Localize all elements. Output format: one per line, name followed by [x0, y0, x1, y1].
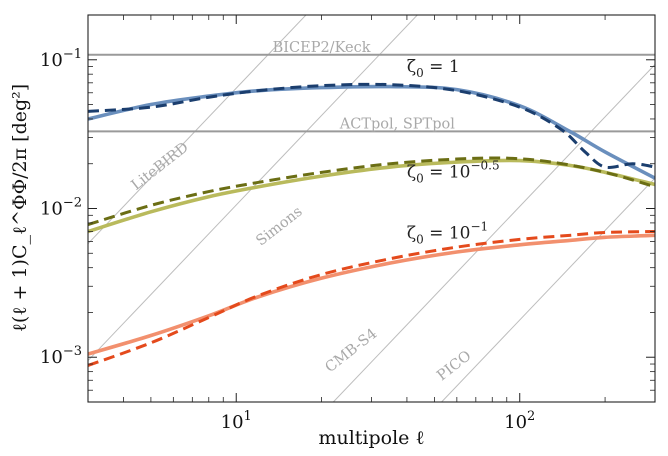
series-0-1-dashed — [88, 82, 655, 169]
experiment-label-actpol-sptpol: ACTpol, SPTpol — [339, 117, 455, 133]
series-0-10-0-5-solid — [88, 158, 655, 234]
diagonal-line-cmb-s4 — [332, 63, 655, 402]
spectrum-curves — [88, 82, 655, 367]
series-0-10-1-dashed — [88, 230, 655, 367]
experiment-label-pico: PICO — [434, 348, 474, 384]
series-0-10-0-5-dashed — [88, 156, 655, 226]
experiment-label-litebird: LiteBIRD — [129, 140, 192, 194]
x-tick-label: 102 — [504, 409, 535, 433]
experiment-sensitivity-lines — [88, 15, 655, 402]
experiment-labels: BICEP2/Keck ACTpol, SPTpol LiteBIRD Simons C… — [129, 40, 475, 384]
x-tick-label: 101 — [221, 409, 252, 433]
curve-labels: ζ0 = 1 ζ0 = 10−0.5 ζ0 = 10−1 — [407, 57, 500, 247]
experiment-label-cmb-s4: CMB-S4 — [322, 326, 380, 376]
diagonal-line-litebird — [88, 15, 307, 245]
diagonal-line-pico — [441, 177, 655, 402]
x-axis-label: multipole ℓ — [318, 427, 424, 449]
series-0-10-1-solid — [88, 233, 655, 356]
experiment-label-simons: Simons — [253, 204, 305, 250]
series-0-1-solid — [88, 84, 655, 180]
y-tick-label: 10−3 — [40, 344, 82, 368]
experiment-label-bicep2-keck: BICEP2/Keck — [273, 40, 371, 56]
diagonal-line-simons — [88, 15, 419, 361]
curve-label-1: ζ0 = 1 — [407, 57, 460, 80]
y-tick-label: 10−2 — [40, 196, 82, 220]
reference-horizontal-lines — [88, 53, 655, 133]
y-axis-ticks: 10−3 10−2 10−1 — [40, 14, 655, 403]
x-axis-ticks: 101 102 — [87, 15, 656, 433]
curve-label-2: ζ0 = 10−0.5 — [407, 158, 500, 185]
y-tick-label: 10−1 — [40, 47, 82, 71]
curve-label-3: ζ0 = 10−1 — [407, 219, 488, 246]
y-axis-label: ℓ(ℓ + 1)C_ℓ^ΦΦ/2π [deg²] — [9, 84, 31, 332]
